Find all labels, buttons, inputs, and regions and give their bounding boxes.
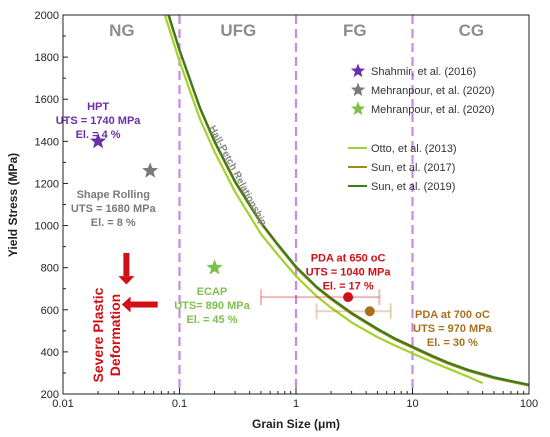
annotation-line: ECAP xyxy=(197,286,228,298)
spd-down-arrow-head xyxy=(118,276,135,285)
data-point xyxy=(364,306,375,317)
y-tick-label: 1800 xyxy=(35,52,59,64)
y-tick-label: 600 xyxy=(41,305,59,317)
star-marker xyxy=(90,132,107,149)
annotation-line: HPT xyxy=(87,101,109,113)
annotation-line: PDA at 700 oC xyxy=(415,309,490,321)
annotation-line: El. = 8 % xyxy=(91,217,136,229)
annotation-line: El. = 30 % xyxy=(427,337,478,349)
annotation-line: UTS = 970 MPa xyxy=(413,323,492,335)
region-label: CG xyxy=(459,21,485,40)
x-axis-title: Grain Size (μm) xyxy=(252,417,340,431)
y-tick-label: 1400 xyxy=(35,136,59,148)
annotation-line: Shape Rolling xyxy=(77,189,150,201)
legend-label: Sun, et al. (2017) xyxy=(371,162,455,174)
legend-label: Sun, et al. (2019) xyxy=(371,181,455,193)
legend-star-marker xyxy=(350,82,366,97)
x-tick-label: 1 xyxy=(293,398,299,410)
y-tick-label: 2000 xyxy=(35,10,59,22)
legend-star-marker xyxy=(350,101,366,116)
spd-label: Severe PlasticDeformation xyxy=(90,287,123,382)
annotation-line: UTS = 1040 MPa xyxy=(306,266,392,278)
y-tick-label: 400 xyxy=(41,347,59,359)
annotation-line: UTS = 1680 MPa xyxy=(71,203,157,215)
legend-label: Otto, et al. (2013) xyxy=(371,143,457,155)
annotation-line: UTS = 1740 MPa xyxy=(56,115,142,127)
x-tick-label: 0.01 xyxy=(52,398,73,410)
annotation-line: PDA at 650 oC xyxy=(311,252,386,264)
region-label: NG xyxy=(109,21,135,40)
data-point xyxy=(343,292,354,303)
y-tick-label: 1600 xyxy=(35,94,59,106)
x-tick-label: 100 xyxy=(520,398,538,410)
spd-left-arrow-shaft xyxy=(130,301,158,308)
label-line: Severe Plastic xyxy=(90,287,106,382)
spd-left-arrow-head xyxy=(121,296,131,313)
annotation-label: PDA at 650 oC UTS = 1040 MPa El. = 17 % xyxy=(306,252,392,292)
spd-down-arrow-shaft xyxy=(123,252,130,277)
x-tick-label: 0.1 xyxy=(172,398,187,410)
x-tick-label: 10 xyxy=(406,398,418,410)
region-label: FG xyxy=(343,21,367,40)
annotation-line: UTS= 890 MPa xyxy=(174,300,250,312)
annotation-line: El. = 4 % xyxy=(76,129,121,141)
series-line xyxy=(167,15,529,386)
annotation-label: PDA at 700 oC UTS = 970 MPa El. = 30 % xyxy=(413,309,492,349)
star-marker xyxy=(142,162,159,178)
y-axis-title: Yield Stress (MPa) xyxy=(6,153,20,257)
y-tick-label: 1000 xyxy=(35,221,59,233)
annotation-line: El. = 17 % xyxy=(323,280,374,292)
annotation-line: El. = 45 % xyxy=(186,314,237,326)
series-line xyxy=(163,15,484,385)
annotation-label: Shape Rolling UTS = 1680 MPa El. = 8 % xyxy=(71,189,157,229)
legend-label: Mehranpour, et al. (2020) xyxy=(371,85,495,97)
annotation-label: HPT UTS = 1740 MPa El. = 4 % xyxy=(56,101,142,141)
legend-label: Shahmir, et al. (2016) xyxy=(371,66,476,78)
y-tick-label: 200 xyxy=(41,389,59,401)
y-tick-label: 1200 xyxy=(35,178,59,190)
y-tick-label: 800 xyxy=(41,263,59,275)
legend-label: Mehranpour, et al. (2020) xyxy=(371,104,495,116)
star-marker xyxy=(206,259,223,275)
label-line: Deformation xyxy=(107,294,123,376)
region-label: UFG xyxy=(220,21,256,40)
annotation-label: ECAP UTS= 890 MPa El. = 45 % xyxy=(174,286,250,326)
legend-star-marker xyxy=(350,63,366,78)
